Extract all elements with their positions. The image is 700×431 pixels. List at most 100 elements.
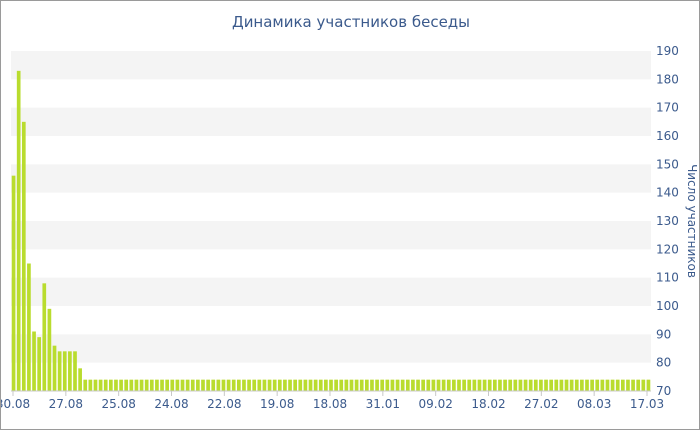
x-tick-label: 18.08 bbox=[313, 397, 347, 411]
bar bbox=[646, 379, 651, 391]
bar bbox=[221, 379, 226, 391]
y-axis-title: Число участников bbox=[685, 164, 699, 278]
bar bbox=[324, 379, 328, 391]
bar bbox=[103, 379, 108, 391]
bar bbox=[359, 379, 364, 391]
y-axis-ticks: 70 80 90 100 110 120 130 140 150 160 170 180 190 bbox=[656, 44, 679, 398]
bar bbox=[446, 379, 451, 391]
bar bbox=[375, 379, 379, 391]
bar bbox=[108, 379, 113, 391]
bar bbox=[129, 379, 134, 391]
y-tick-label: 140 bbox=[656, 186, 679, 200]
bar bbox=[231, 379, 236, 391]
bar bbox=[119, 379, 123, 391]
bar bbox=[298, 379, 303, 391]
bar bbox=[487, 379, 492, 391]
bar bbox=[472, 379, 477, 391]
chart-title: Динамика участников беседы bbox=[231, 13, 471, 31]
bar bbox=[385, 379, 390, 391]
bar bbox=[21, 121, 26, 391]
bar bbox=[400, 379, 405, 391]
bar bbox=[272, 379, 277, 391]
x-tick-label: 27.08 bbox=[49, 397, 83, 411]
grid-band bbox=[11, 107, 651, 136]
y-tick-label: 80 bbox=[656, 356, 671, 370]
y-tick-label: 180 bbox=[656, 72, 679, 86]
bar bbox=[257, 379, 262, 391]
bar bbox=[93, 379, 98, 391]
grid-band bbox=[11, 221, 651, 250]
bar bbox=[580, 379, 584, 391]
bar bbox=[329, 379, 333, 391]
bar bbox=[503, 379, 507, 391]
bar bbox=[160, 379, 164, 391]
bar bbox=[533, 379, 538, 391]
bar bbox=[144, 379, 149, 391]
bar bbox=[498, 379, 502, 391]
bar bbox=[354, 379, 359, 391]
bar bbox=[492, 379, 497, 391]
bar bbox=[436, 379, 441, 391]
bar bbox=[180, 379, 185, 391]
bar bbox=[523, 379, 528, 391]
x-tick-label: 30.08 bbox=[1, 397, 30, 411]
bar bbox=[262, 379, 267, 391]
bar bbox=[416, 379, 420, 391]
bar bbox=[27, 263, 31, 391]
bar bbox=[620, 379, 625, 391]
y-tick-label: 130 bbox=[656, 214, 679, 228]
bar bbox=[513, 379, 518, 391]
bar bbox=[78, 368, 82, 391]
bar bbox=[590, 379, 594, 391]
bar bbox=[585, 379, 589, 391]
bar bbox=[211, 379, 216, 391]
bar bbox=[242, 379, 246, 391]
bar bbox=[288, 379, 292, 391]
y-tick-label: 120 bbox=[656, 242, 679, 256]
bar bbox=[165, 379, 170, 391]
bar bbox=[569, 379, 574, 391]
bar bbox=[421, 379, 426, 391]
bar bbox=[42, 283, 47, 391]
y-tick-label: 190 bbox=[656, 44, 679, 58]
bar bbox=[206, 379, 210, 391]
bar bbox=[544, 379, 548, 391]
y-tick-label: 100 bbox=[656, 299, 679, 313]
bar bbox=[477, 379, 482, 391]
bar bbox=[370, 379, 374, 391]
bar bbox=[57, 351, 62, 391]
bar bbox=[88, 379, 93, 391]
bar bbox=[334, 379, 338, 391]
bar bbox=[114, 379, 118, 391]
y-tick-label: 170 bbox=[656, 101, 679, 115]
bar bbox=[600, 379, 605, 391]
bar bbox=[405, 379, 410, 391]
bar bbox=[431, 379, 436, 391]
bar bbox=[155, 379, 159, 391]
bar bbox=[139, 379, 144, 391]
grid-band bbox=[11, 277, 651, 306]
bar bbox=[32, 331, 36, 391]
bar bbox=[631, 379, 635, 391]
y-tick-label: 150 bbox=[656, 157, 679, 171]
bar bbox=[564, 379, 569, 391]
bar bbox=[73, 351, 77, 391]
bar bbox=[170, 379, 175, 391]
bar bbox=[626, 379, 630, 391]
bar bbox=[339, 379, 344, 391]
bar bbox=[247, 379, 251, 391]
bar bbox=[426, 379, 431, 391]
bar bbox=[574, 379, 579, 391]
bar bbox=[226, 379, 231, 391]
bar bbox=[196, 379, 200, 391]
bar bbox=[528, 379, 533, 391]
bar bbox=[313, 379, 318, 391]
y-tick-label: 70 bbox=[656, 384, 671, 398]
bar bbox=[267, 379, 272, 391]
bar bbox=[395, 379, 400, 391]
bar bbox=[559, 379, 564, 391]
grid-band bbox=[11, 51, 651, 80]
bar bbox=[518, 379, 523, 391]
x-tick-label: 17.03 bbox=[630, 397, 664, 411]
